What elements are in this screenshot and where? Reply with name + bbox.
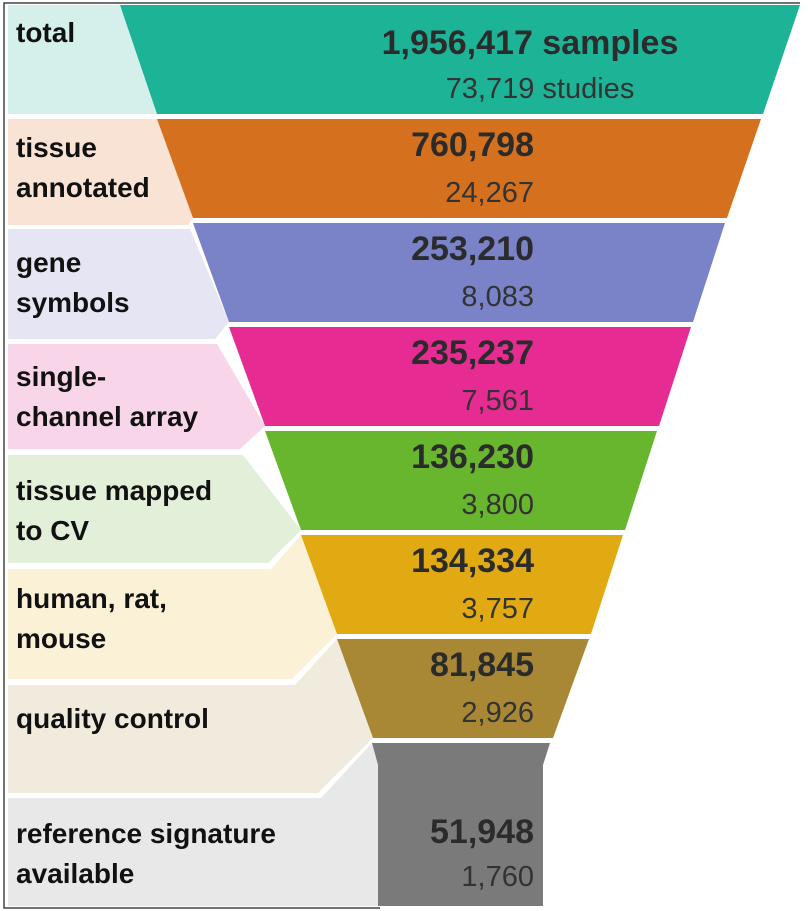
funnel-slice <box>372 743 550 906</box>
stage-label: tissue <box>16 132 97 163</box>
stage-label: gene <box>16 247 81 278</box>
funnel-slice <box>265 431 657 530</box>
stage-label: available <box>16 858 134 889</box>
stage-label: tissue mapped <box>16 475 212 506</box>
stage-label: quality control <box>16 703 209 734</box>
sample-count: 136,230 <box>411 438 534 476</box>
funnel-slice <box>301 535 623 634</box>
study-count: 73,719 studies <box>446 73 635 105</box>
stage-label: channel array <box>16 401 199 432</box>
stage-label: to CV <box>16 515 89 546</box>
study-count: 8,083 <box>461 281 534 313</box>
stage-label-panel <box>8 455 301 563</box>
sample-count: 253,210 <box>411 230 534 268</box>
study-count: 24,267 <box>445 177 534 209</box>
study-count: 2,926 <box>461 697 534 729</box>
stage-label: symbols <box>16 287 130 318</box>
sample-count: 134,334 <box>411 542 534 580</box>
sample-count: 1,956,417 samples <box>382 24 679 62</box>
funnel-slice <box>229 327 691 426</box>
funnel-slice <box>193 223 725 322</box>
sample-count: 51,948 <box>430 813 534 851</box>
stage-label: human, rat, <box>16 583 167 614</box>
sample-count: 81,845 <box>430 646 534 684</box>
study-count: 7,561 <box>461 385 534 417</box>
study-count: 3,757 <box>461 593 534 625</box>
stage-label: single- <box>16 361 106 392</box>
sample-count: 760,798 <box>411 126 534 164</box>
funnel-slice <box>337 639 589 738</box>
stage-label-panel <box>8 5 157 114</box>
stage-label: annotated <box>16 172 150 203</box>
stage-label: mouse <box>16 623 106 654</box>
stage-label-panel <box>8 344 265 449</box>
stage-label-panel <box>8 743 378 906</box>
stage-label-panel <box>8 639 373 793</box>
stage-label-panel <box>8 229 229 339</box>
stage-label-panel <box>8 535 337 679</box>
funnel-slice <box>157 119 761 218</box>
sample-count: 235,237 <box>411 334 534 372</box>
study-count: 3,800 <box>461 489 534 521</box>
stage-label: total <box>16 17 75 48</box>
stage-label-panel <box>8 119 193 225</box>
diagram-frame <box>3 2 800 909</box>
study-count: 1,760 <box>461 861 534 893</box>
stage-label: reference signature <box>16 818 276 849</box>
funnel-slice <box>120 5 800 114</box>
